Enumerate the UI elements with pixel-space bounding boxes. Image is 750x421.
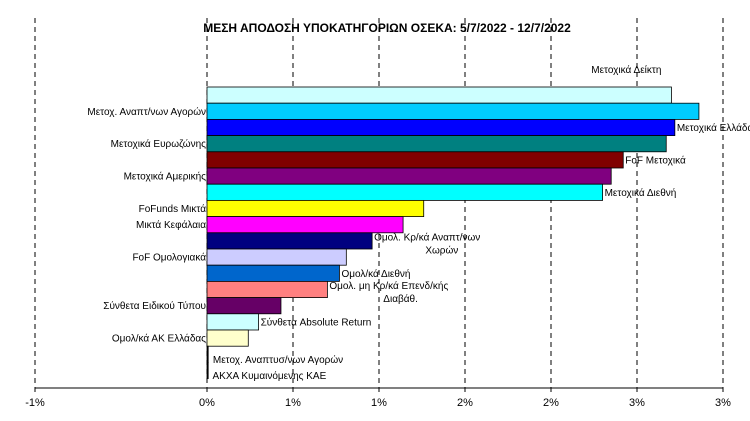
bar bbox=[206, 199, 425, 217]
bar bbox=[206, 119, 676, 137]
x-tick-label: 1% bbox=[285, 397, 301, 409]
bar-series bbox=[206, 86, 700, 379]
bar-label: Μετοχικά Διεθνή bbox=[605, 187, 677, 199]
bar-label: FoF Μετοχικά bbox=[625, 154, 686, 166]
bar bbox=[206, 361, 209, 379]
bar bbox=[206, 264, 340, 282]
bar bbox=[206, 167, 612, 185]
bar bbox=[206, 345, 209, 363]
bar-label: Μετοχικά Ευρωζώνης bbox=[111, 138, 207, 150]
bar bbox=[206, 183, 604, 201]
bar-label: Μετοχ. Αναπτ/νων Αγορών bbox=[87, 106, 206, 118]
x-axis-ticks: -1% 0% 1% 1% 2% 2% 3% 3% bbox=[25, 388, 731, 409]
chart-title: ΜΕΣΗ ΑΠΟΔΟΣΗ ΥΠΟΚΑΤΗΓΟΡΙΩΝ ΟΣΕΚΑ: 5/7/20… bbox=[203, 21, 571, 35]
bar-label: Ομολ. Κρ/κά Αναπτ/νων Χωρών bbox=[374, 231, 480, 256]
bar bbox=[206, 135, 667, 153]
x-tick-label: 3% bbox=[629, 397, 645, 409]
bar-label: FoF Ομολογιακά bbox=[132, 252, 206, 264]
bar bbox=[206, 102, 700, 120]
bar bbox=[206, 86, 672, 104]
x-tick-label: 0% bbox=[199, 397, 215, 409]
bar-label: Μικτά Κεφάλαια bbox=[136, 219, 206, 231]
bar-label: Ομολ/κά ΑΚ Ελλάδας bbox=[112, 333, 206, 345]
bar-label: FoFunds Μικτά bbox=[139, 203, 207, 215]
bar-label: Μετοχικά Δείκτη bbox=[591, 64, 661, 76]
bar-labels: Μετοχικά Δείκτη Μετοχ. Αναπτ/νων Αγορών Με… bbox=[87, 64, 750, 382]
bar-label: ΑΚΧΑ Κυμαινόμενης ΚΑΕ bbox=[213, 370, 327, 382]
bar-label: Μετοχικά Αμερικής bbox=[124, 171, 207, 183]
bar bbox=[206, 248, 347, 266]
x-tick-label: 2% bbox=[543, 397, 559, 409]
bar bbox=[206, 280, 328, 298]
bar-label: Μετοχικά Ελλάδας bbox=[677, 122, 750, 134]
bar bbox=[206, 216, 404, 234]
x-tick-label: -1% bbox=[25, 397, 45, 409]
bar-label: Ομολ/κά Διεθνή bbox=[341, 268, 410, 280]
x-tick-label: 1% bbox=[371, 397, 387, 409]
bar bbox=[206, 151, 624, 169]
bar-label: Σύνθετα Ειδικού Τύπου bbox=[103, 300, 206, 312]
bar bbox=[206, 297, 282, 315]
bar-label: Σύνθετα Absolute Return bbox=[261, 316, 372, 328]
bar bbox=[206, 232, 373, 250]
bar bbox=[206, 329, 249, 347]
bar-label: Μετοχ. Αναπτυσ/νων Αγορών bbox=[213, 354, 343, 366]
bar-label: Ομολ. μη Κρ/κά Επενδ/κής Διαβάθ. bbox=[329, 280, 448, 305]
x-tick-label: 3% bbox=[715, 397, 731, 409]
x-tick-label: 2% bbox=[457, 397, 473, 409]
bar bbox=[206, 313, 259, 331]
